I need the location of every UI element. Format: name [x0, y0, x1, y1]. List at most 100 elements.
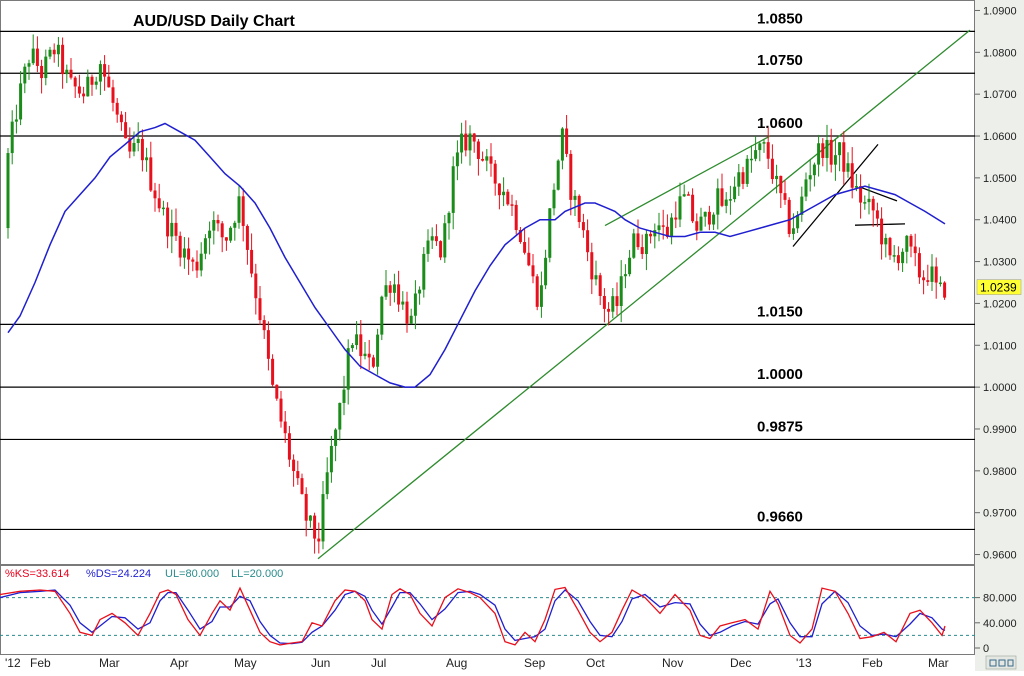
candle-body	[581, 222, 585, 231]
x-tick-label: Mar	[99, 656, 120, 670]
ll-label: LL=20.000	[231, 568, 283, 580]
candle-body	[208, 230, 212, 239]
candle-body	[430, 236, 434, 241]
candle-body	[342, 389, 346, 403]
level-label: 1.0850	[757, 10, 803, 27]
trendline	[604, 135, 771, 227]
candle-body	[590, 252, 594, 280]
candle-body	[745, 158, 749, 184]
level-label: 1.0600	[757, 115, 803, 132]
candle-body	[317, 538, 321, 542]
candle-body	[220, 223, 224, 238]
candle-body	[271, 358, 275, 385]
candle-body	[44, 56, 48, 79]
horizontal-levels: 1.0850 1.0750 1.0600 1.0150 1.0000 0.9875 0.96…	[0, 10, 975, 531]
candle-body	[363, 353, 367, 357]
candle-body	[250, 249, 254, 274]
candle-body	[161, 207, 165, 210]
candle-body	[233, 222, 237, 228]
candle-body	[712, 214, 716, 225]
candle-body	[880, 218, 884, 245]
candle-body	[27, 63, 31, 67]
candle-body	[384, 285, 388, 297]
candle-body	[107, 76, 111, 88]
candle-body	[86, 76, 90, 97]
candle-body	[111, 87, 115, 103]
candle-body	[922, 277, 926, 281]
ma-line	[7, 122, 946, 388]
candle-body	[850, 163, 854, 188]
candle-body	[355, 334, 359, 346]
candle-body	[245, 225, 249, 250]
candle-body	[518, 230, 522, 243]
candle-body	[476, 141, 480, 159]
candle-body	[166, 207, 170, 237]
candle-body	[182, 248, 186, 258]
candle-body	[497, 183, 501, 196]
chart-settings-icon[interactable]	[985, 655, 1017, 670]
x-tick-label: Oct	[586, 656, 605, 670]
candle-body	[804, 179, 808, 197]
candle-body	[334, 429, 338, 446]
candle-body	[909, 235, 913, 247]
candle-body	[224, 237, 228, 241]
osc-y-tick-label: 0	[983, 643, 989, 655]
candle-body	[262, 320, 266, 331]
main-plot-frame	[0, 0, 975, 565]
candle-body	[838, 142, 842, 156]
ks-label: %KS=33.614	[5, 568, 70, 580]
y-tick-label: 1.0600	[983, 131, 1017, 143]
last-price-marker: 1.0239	[976, 279, 1022, 295]
candle-body	[623, 274, 627, 277]
candle-body	[279, 398, 283, 422]
candle-body	[871, 198, 875, 211]
candle-body	[594, 275, 598, 280]
candle-body	[762, 142, 766, 144]
x-tick-label: '13	[796, 656, 812, 670]
candle-body	[52, 49, 56, 55]
candle-body	[607, 308, 611, 312]
candle-body	[896, 255, 900, 264]
candle-body	[901, 251, 905, 264]
candle-body	[153, 190, 157, 199]
y-tick-label: 1.0500	[983, 173, 1017, 185]
candle-body	[287, 433, 291, 460]
y-tick-label: 1.0800	[983, 47, 1017, 59]
candle-body	[481, 158, 485, 161]
candle-body	[644, 233, 648, 255]
candle-body	[241, 196, 245, 226]
candle-body	[552, 189, 556, 209]
candle-body	[376, 334, 380, 367]
candle-body	[615, 296, 619, 307]
x-tick-label: Mar	[928, 656, 949, 670]
candlesticks	[6, 34, 947, 554]
candle-body	[938, 282, 942, 285]
candle-body	[195, 261, 199, 271]
candle-body	[140, 138, 144, 161]
candle-body	[619, 276, 623, 307]
candle-body	[598, 275, 602, 296]
candle-body	[686, 194, 690, 196]
candle-body	[678, 196, 682, 220]
candle-body	[733, 186, 737, 200]
level-label: 1.0750	[757, 52, 803, 69]
candle-body	[254, 273, 258, 299]
candle-body	[636, 233, 640, 248]
x-tick-label: Dec	[730, 656, 751, 670]
candle-body	[565, 128, 569, 154]
candle-body	[128, 138, 132, 152]
candle-body	[695, 221, 699, 231]
x-tick-label: Sep	[524, 656, 546, 670]
candle-body	[447, 212, 451, 224]
candle-body	[707, 211, 711, 225]
ds-line	[0, 589, 946, 645]
candle-body	[19, 83, 23, 120]
candle-body	[859, 186, 863, 203]
y-axis-panel	[975, 0, 1024, 671]
candle-body	[40, 65, 44, 79]
trendlines	[317, 29, 971, 560]
candle-body	[23, 66, 27, 84]
candle-body	[392, 284, 396, 293]
candle-body	[800, 196, 804, 215]
x-tick-label: Feb	[30, 656, 51, 670]
